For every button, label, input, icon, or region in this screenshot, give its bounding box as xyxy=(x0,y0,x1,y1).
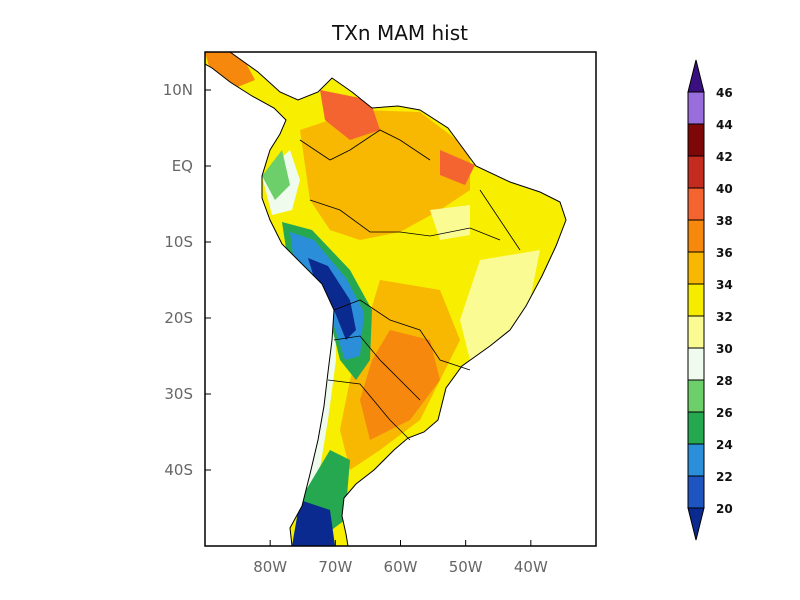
colorbar-label: 32 xyxy=(716,310,733,324)
field-40-guianas xyxy=(440,150,475,185)
colorbar-label: 42 xyxy=(716,150,733,164)
latitude-axis: 10N EQ 10S 20S 30S 40S xyxy=(163,81,211,479)
lat-tick-label: 10S xyxy=(164,233,193,251)
field-26-ecuador xyxy=(262,150,290,200)
lon-tick-label: 70W xyxy=(318,558,352,576)
colorbar-box xyxy=(687,251,705,285)
map-title: TXn MAM hist xyxy=(331,21,468,45)
colorbar-label: 30 xyxy=(716,342,733,356)
colorbar-box xyxy=(687,187,705,221)
map-area xyxy=(205,52,596,546)
lon-tick-label: 50W xyxy=(449,558,483,576)
colorbar-box xyxy=(687,411,705,445)
colorbar-bottom-arrow xyxy=(687,507,705,541)
field-36-north xyxy=(300,110,470,240)
colorbar-box xyxy=(687,347,705,381)
colorbar-label: 22 xyxy=(716,470,733,484)
colorbar-label: 20 xyxy=(716,502,733,516)
lat-tick-label: EQ xyxy=(172,157,193,175)
lat-tick-label: 30S xyxy=(164,385,193,403)
colorbar-label: 26 xyxy=(716,406,733,420)
colorbar-label: 38 xyxy=(716,214,733,228)
colorbar-label: 24 xyxy=(716,438,733,452)
colorbar-box xyxy=(687,315,705,349)
colorbar-label: 44 xyxy=(716,118,733,132)
colorbar-box xyxy=(687,379,705,413)
colorbar-box xyxy=(687,443,705,477)
colorbar-label: 28 xyxy=(716,374,733,388)
colorbar-box xyxy=(687,475,705,509)
colorbar-box xyxy=(687,219,705,253)
colorbar-box xyxy=(687,155,705,189)
colorbar-box xyxy=(687,123,705,157)
field-32-central xyxy=(430,205,470,240)
colorbar-box xyxy=(687,91,705,125)
colorbar-label: 46 xyxy=(716,86,733,100)
longitude-axis: 80W 70W 60W 50W 40W xyxy=(253,540,548,576)
lat-tick-label: 10N xyxy=(163,81,193,99)
lon-tick-label: 60W xyxy=(384,558,418,576)
field-32-east xyxy=(460,250,540,360)
colorbar-label: 40 xyxy=(716,182,733,196)
colorbar-label: 36 xyxy=(716,246,733,260)
lat-tick-label: 20S xyxy=(164,309,193,327)
colorbar-label: 34 xyxy=(716,278,733,292)
lon-tick-label: 40W xyxy=(514,558,548,576)
country-borders xyxy=(299,129,521,441)
colorbar-top-arrow xyxy=(687,59,705,93)
colorbar-box xyxy=(687,283,705,317)
colorbar: 46 44 42 40 38 36 34 32 30 28 26 24 22 20 xyxy=(687,59,733,541)
lon-tick-label: 80W xyxy=(253,558,287,576)
field-20-patagonia xyxy=(292,500,335,546)
field-20-altiplano xyxy=(308,258,356,340)
lat-tick-label: 40S xyxy=(164,461,193,479)
field-38-chaco xyxy=(360,330,440,440)
